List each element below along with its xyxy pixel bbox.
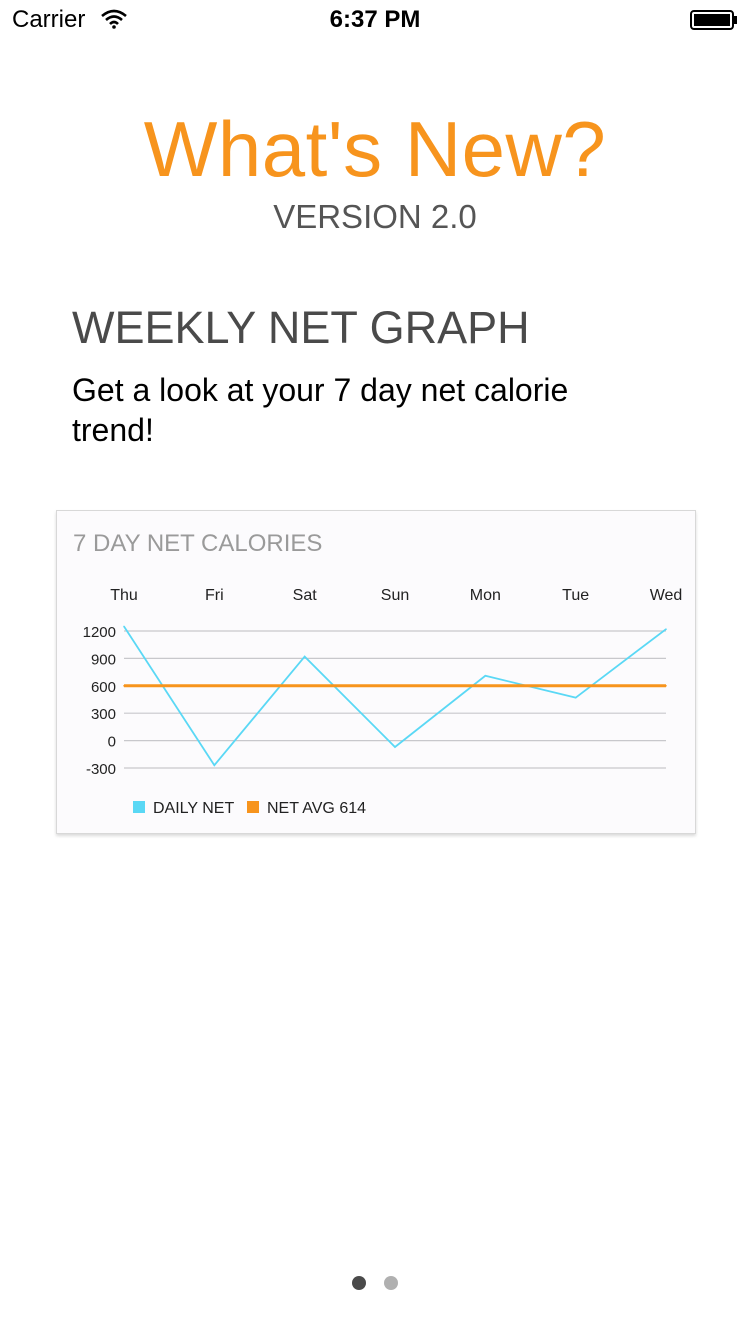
status-time: 6:37 PM [329,6,421,33]
page-dot[interactable] [384,1276,398,1290]
y-tick-label: 300 [91,706,116,723]
legend-swatch [133,801,145,813]
page-title: What's New? [143,105,607,193]
net-avg-point [574,685,577,687]
x-tick-label: Wed [650,587,683,604]
net-avg-point [665,685,667,687]
page-indicator[interactable] [0,1276,750,1292]
y-tick-label: 900 [91,651,116,668]
net-avg-point [484,685,487,687]
daily-net-point [574,696,577,699]
daily-net-point [394,746,396,748]
y-tick-label: 0 [108,734,116,751]
legend-label: DAILY NET [153,800,234,817]
x-tick-label: Tue [562,587,589,604]
chart-card: 7 DAY NET CALORIES Thu Fri Sat Sun Mon Tue Wed 1… [56,510,696,834]
legend-swatch [247,801,259,813]
daily-net-point [303,655,306,658]
daily-net-line [123,625,667,767]
carrier-label: Carrier [12,6,86,33]
chart-title: 7 DAY NET CALORIES [73,530,322,557]
x-tick-label: Thu [110,587,138,604]
x-tick-label: Sun [381,587,409,604]
daily-net-point [484,674,487,677]
y-tick-label: 1200 [83,624,116,641]
net-avg-point [213,685,216,687]
version-label: VERSION 2.0 [273,198,477,235]
feature-title: WEEKLY NET GRAPH [72,302,530,353]
x-tick-label: Sat [293,587,318,604]
net-avg-point [394,685,396,687]
net-calories-chart: 7 DAY NET CALORIES Thu Fri Sat Sun Mon Tue Wed 1… [73,530,683,817]
battery-icon [690,10,737,30]
legend-label: NET AVG 614 [267,800,366,817]
page-dot-active[interactable] [352,1276,366,1290]
net-avg-point [123,685,125,687]
wifi-icon [101,9,127,29]
y-tick-label: -300 [86,761,116,778]
x-tick-label: Fri [205,587,224,604]
feature-description: Get a look at your 7 day net calorie tre… [72,372,569,448]
x-tick-label: Mon [470,587,501,604]
daily-net-point [665,628,667,630]
daily-net-point [213,764,216,767]
daily-net-point [123,625,125,628]
y-tick-label: 600 [91,679,116,696]
net-avg-point [303,685,306,687]
status-bar: Carrier 6:37 PM [0,0,750,40]
